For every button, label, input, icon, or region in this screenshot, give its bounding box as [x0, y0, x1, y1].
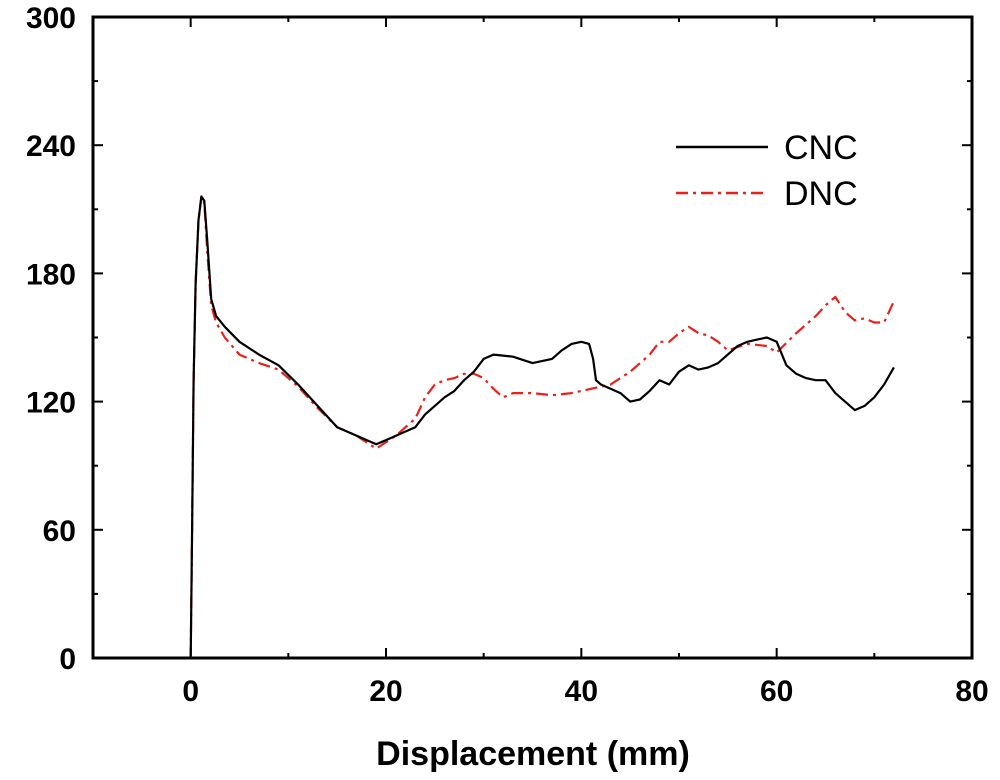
y-axis-ticks: 0 60 120 180 240 300 — [26, 2, 972, 676]
series-lines — [189, 195, 895, 659]
x-tick-label: 20 — [369, 675, 402, 708]
legend-label-cnc: CNC — [784, 129, 858, 167]
y-tick-label: 0 — [59, 643, 76, 676]
x-tick-label: 60 — [760, 675, 793, 708]
y-tick-label: 120 — [26, 387, 76, 420]
series-line-cnc — [189, 195, 895, 659]
series-line-dnc — [189, 195, 895, 659]
y-tick-label: 300 — [26, 2, 76, 35]
x-axis-title: Displacement (mm) — [376, 735, 690, 773]
y-tick-label: 180 — [26, 258, 76, 291]
legend-label-dnc: DNC — [784, 175, 858, 213]
x-tick-label: 0 — [182, 675, 199, 708]
y-tick-label: 240 — [26, 130, 76, 163]
x-axis-ticks: 0 20 40 60 80 — [92, 17, 989, 708]
legend: CNC DNC — [676, 129, 858, 213]
y-tick-label: 60 — [43, 515, 76, 548]
x-tick-label: 80 — [955, 675, 988, 708]
x-tick-label: 40 — [565, 675, 598, 708]
